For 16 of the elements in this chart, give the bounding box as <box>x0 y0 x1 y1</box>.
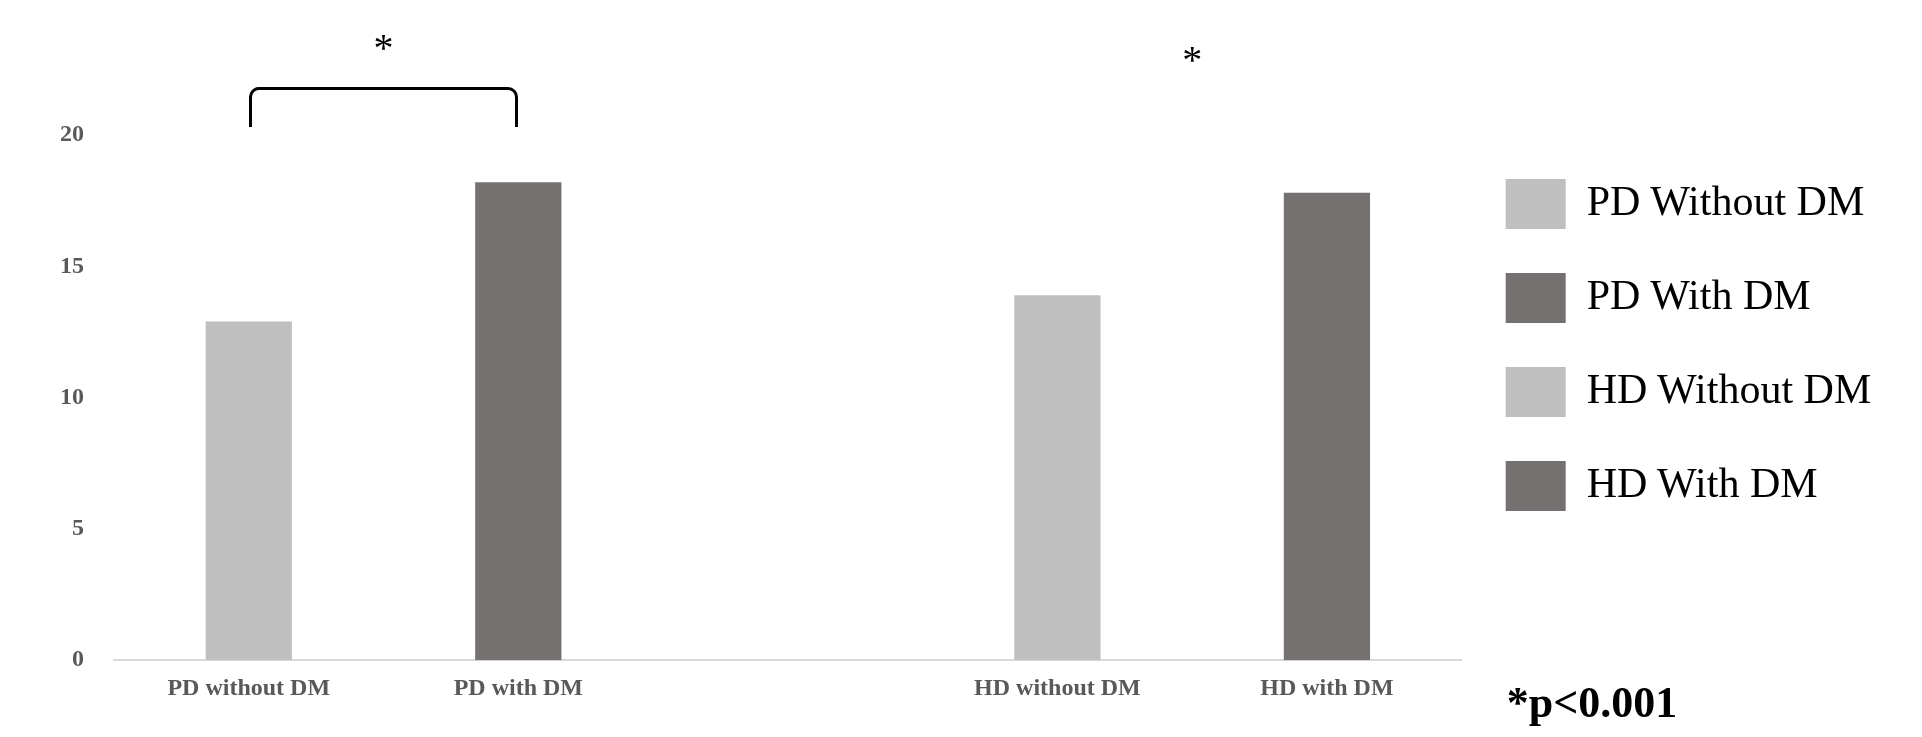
text: * <box>373 24 394 70</box>
text: *p<0.001 <box>1506 677 1678 727</box>
y-tick-label: 10 <box>60 382 84 409</box>
x-tick-label: HD with DM <box>1260 673 1394 700</box>
legend-label: HD With DM <box>1586 460 1818 507</box>
x-tick-label: PD without DM <box>167 673 331 700</box>
y-tick-label: 15 <box>60 251 84 278</box>
x-tick-label: PD with DM <box>453 673 583 700</box>
y-tick-label: 5 <box>72 514 84 541</box>
text: * <box>1182 36 1203 82</box>
legend-label: PD Without DM <box>1586 178 1865 225</box>
y-tick-label: 0 <box>72 645 84 672</box>
x-tick-label: HD without DM <box>974 673 1141 700</box>
y-tick-label: 20 <box>60 120 84 147</box>
legend-label: PD With DM <box>1586 272 1811 319</box>
legend-label: HD Without DM <box>1586 366 1872 413</box>
